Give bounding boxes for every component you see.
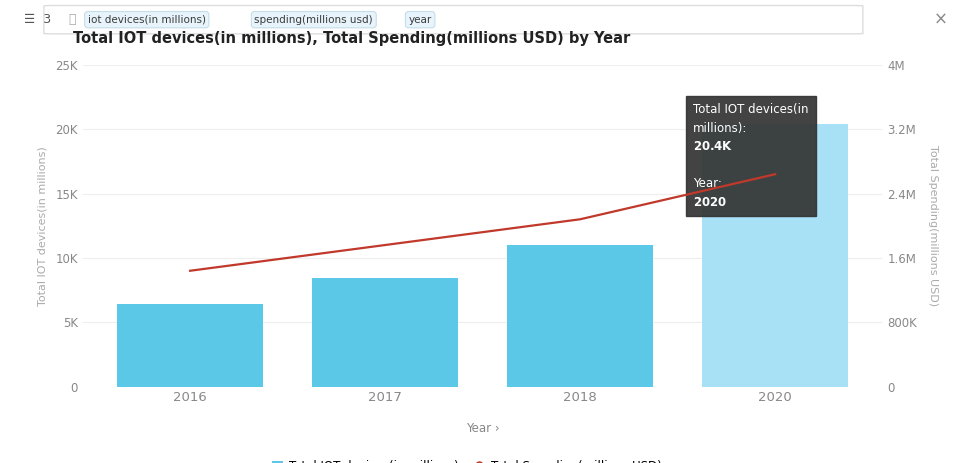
Bar — [507, 245, 653, 387]
Y-axis label: Total IOT devices(in millions): Total IOT devices(in millions) — [37, 146, 47, 306]
Text: ×: × — [934, 11, 948, 29]
Text: Total IOT devices(in millions), Total Spending(millions USD) by Year: Total IOT devices(in millions), Total Sp… — [73, 31, 631, 46]
Text: ☰  3: ☰ 3 — [24, 13, 52, 26]
Bar — [117, 304, 263, 387]
Text: spending(millions usd): spending(millions usd) — [254, 15, 373, 25]
Y-axis label: Total Spending(millions USD): Total Spending(millions USD) — [928, 145, 938, 307]
Text: year: year — [409, 15, 432, 25]
Text: ⌕: ⌕ — [68, 13, 76, 26]
Bar — [312, 278, 458, 387]
Legend: Total IOT devices(in millions), Total Spending(millions USD): Total IOT devices(in millions), Total Sp… — [267, 455, 666, 463]
FancyBboxPatch shape — [44, 6, 863, 34]
Bar — [702, 124, 848, 387]
Text: Total IOT devices(in
millions):
$\mathbf{20.4K}$

Year:
$\mathbf{2020}$: Total IOT devices(in millions): $\mathbf… — [693, 103, 808, 209]
Text: iot devices(in millions): iot devices(in millions) — [88, 15, 206, 25]
Text: Year ›: Year › — [466, 422, 499, 435]
